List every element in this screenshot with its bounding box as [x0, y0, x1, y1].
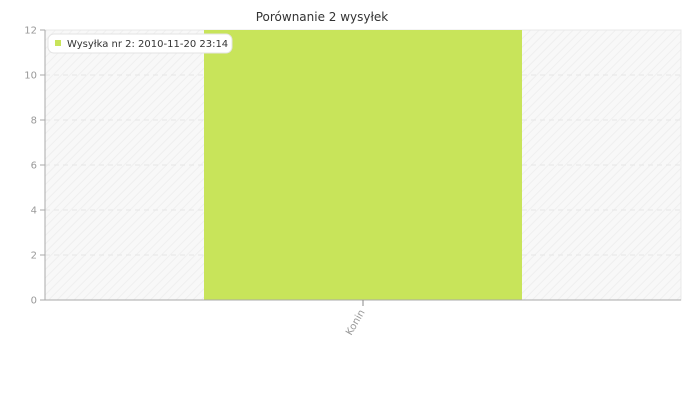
bars — [204, 30, 522, 300]
legend-label-series-1: Wysyłka nr 2: 2010-11-20 23:14 — [67, 39, 228, 50]
legend: Wysyłka nr 2: 2010-11-20 23:14 — [47, 33, 233, 54]
y-tick-label-10: 10 — [24, 71, 37, 82]
legend-marker — [55, 40, 61, 46]
chart-title: Porównanie 2 wysyłek — [256, 10, 389, 24]
x-tick-label-konin: Konin — [344, 308, 367, 337]
legend-box — [47, 33, 233, 54]
y-tick-label-8: 8 — [31, 116, 37, 127]
y-axis-ticks: 0 2 4 6 8 10 12 — [24, 26, 45, 307]
y-tick-label-0: 0 — [31, 296, 37, 307]
bar-konin[interactable] — [204, 30, 522, 300]
y-tick-label-4: 4 — [31, 206, 37, 217]
y-tick-label-2: 2 — [31, 251, 37, 262]
x-axis-ticks: Konin — [344, 300, 368, 337]
y-tick-label-12: 12 — [24, 26, 37, 37]
y-tick-label-6: 6 — [31, 161, 37, 172]
